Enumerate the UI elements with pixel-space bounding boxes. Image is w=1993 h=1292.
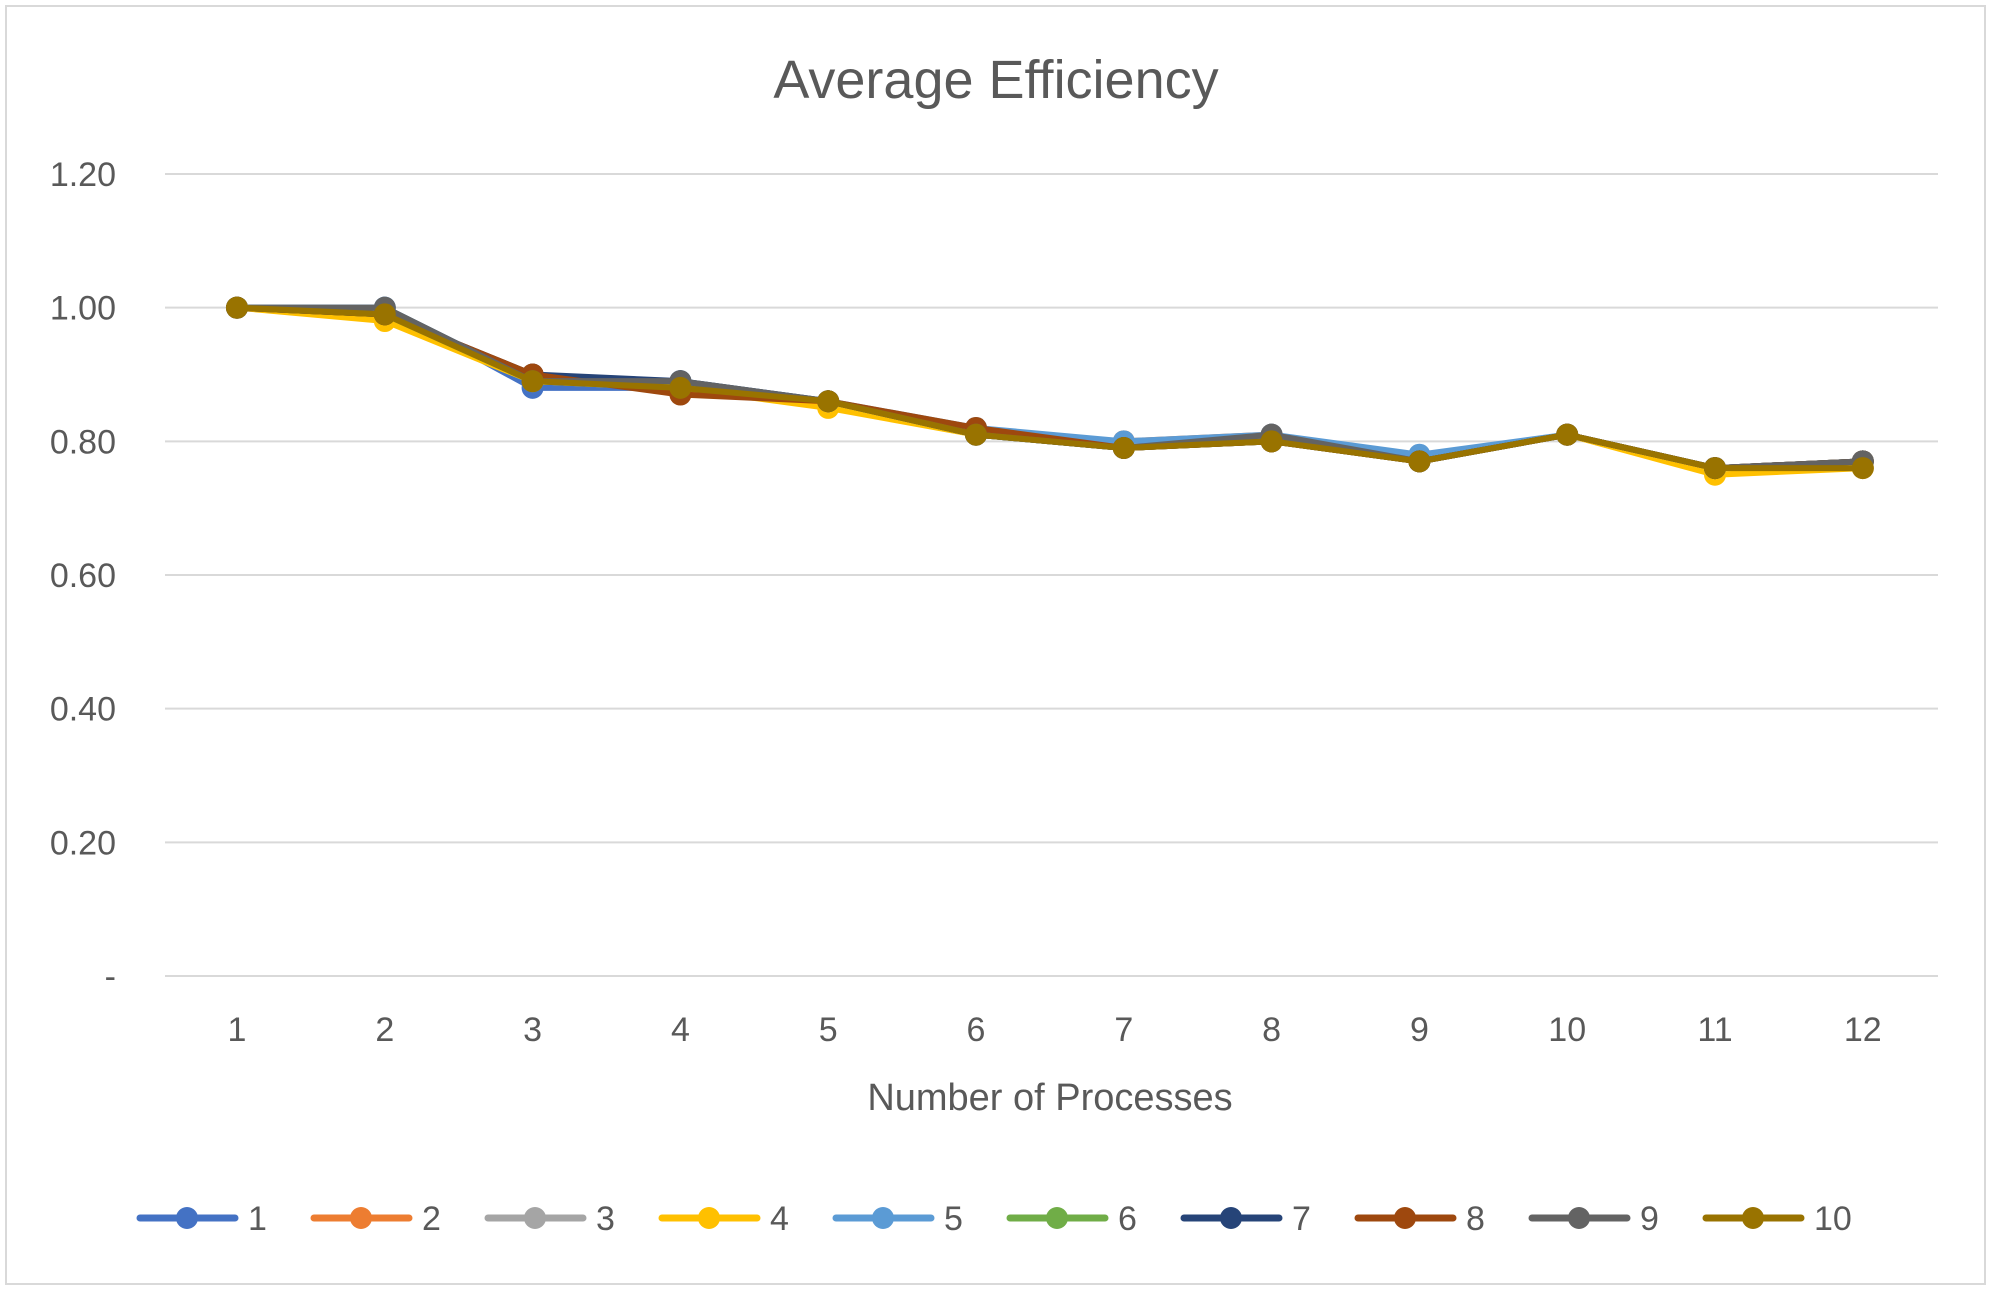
x-axis-tick-labels: 1 2 3 4 5 6 7 8 9 10 11 12 xyxy=(228,1011,1882,1049)
x-axis-title: Number of Processes xyxy=(867,1077,1232,1119)
x-tick-label: 4 xyxy=(671,1011,690,1049)
y-tick-label: 0.60 xyxy=(50,557,116,595)
chart-frame xyxy=(5,5,1986,1285)
x-tick-label: 1 xyxy=(228,1011,247,1049)
series-10 xyxy=(226,296,1874,480)
legend-label: 9 xyxy=(1640,1200,1659,1238)
legend-marker xyxy=(1046,1207,1068,1229)
legend-marker xyxy=(1220,1207,1242,1229)
series-line xyxy=(234,304,1866,472)
data-point xyxy=(373,303,396,326)
legend-label: 5 xyxy=(944,1200,963,1238)
legend-marker xyxy=(1394,1207,1416,1229)
legend-label: 3 xyxy=(596,1200,615,1238)
legend-item-2: 2 xyxy=(310,1200,441,1238)
x-tick-label: 8 xyxy=(1262,1011,1281,1049)
legend-label: 2 xyxy=(422,1200,441,1238)
y-tick-label: 0.40 xyxy=(50,691,116,729)
legend-item-9: 9 xyxy=(1528,1200,1659,1238)
y-tick-label: 1.20 xyxy=(50,156,116,194)
legend-item-7: 7 xyxy=(1180,1200,1311,1238)
y-tick-label: 0.80 xyxy=(50,423,116,461)
legend-marker xyxy=(698,1207,720,1229)
legend-item-1: 1 xyxy=(136,1200,267,1238)
data-point xyxy=(521,370,544,393)
legend-marker xyxy=(1568,1207,1590,1229)
legend-label: 10 xyxy=(1814,1200,1852,1238)
series-line xyxy=(234,304,1866,478)
legend-item-6: 6 xyxy=(1006,1200,1137,1238)
x-tick-label: 11 xyxy=(1697,1011,1732,1049)
legend-marker xyxy=(524,1207,546,1229)
x-tick-label: 10 xyxy=(1548,1011,1586,1049)
x-tick-label: 12 xyxy=(1844,1011,1882,1049)
x-tick-label: 7 xyxy=(1114,1011,1133,1049)
chart-title: Average Efficiency xyxy=(773,50,1218,110)
data-point xyxy=(1556,423,1579,446)
y-tick-label: - xyxy=(105,958,116,996)
data-point xyxy=(965,423,987,446)
legend-marker xyxy=(872,1207,894,1229)
legend-label: 6 xyxy=(1118,1200,1137,1238)
data-point xyxy=(1704,457,1726,480)
series-lines xyxy=(226,296,1874,486)
legend-label: 1 xyxy=(248,1200,267,1238)
legend-marker xyxy=(176,1207,198,1229)
grid-lines xyxy=(165,173,1938,977)
x-tick-label: 2 xyxy=(375,1011,394,1049)
y-tick-label: 1.00 xyxy=(50,290,116,328)
y-axis-tick-labels: - 0.20 0.40 0.60 0.80 1.00 1.20 xyxy=(50,156,116,996)
data-point xyxy=(226,296,248,319)
series-4 xyxy=(226,296,1874,486)
y-tick-label: 0.20 xyxy=(50,824,116,862)
legend-label: 8 xyxy=(1466,1200,1485,1238)
legend-item-4: 4 xyxy=(658,1200,789,1238)
x-tick-label: 6 xyxy=(967,1011,986,1049)
legend: 1 2 3 4 5 6 7 8 9 10 xyxy=(136,1200,1852,1238)
legend-label: 4 xyxy=(770,1200,789,1238)
x-tick-label: 5 xyxy=(819,1011,838,1049)
data-point xyxy=(1112,437,1135,460)
data-point xyxy=(1851,457,1874,480)
data-point xyxy=(817,390,840,413)
x-tick-label: 3 xyxy=(523,1011,542,1049)
legend-marker xyxy=(350,1207,372,1229)
legend-label: 7 xyxy=(1292,1200,1311,1238)
data-point xyxy=(1260,430,1283,453)
legend-item-10: 10 xyxy=(1702,1200,1852,1238)
legend-item-5: 5 xyxy=(832,1200,963,1238)
x-tick-label: 9 xyxy=(1410,1011,1429,1049)
data-point xyxy=(1408,450,1431,473)
data-point xyxy=(669,376,692,399)
legend-item-3: 3 xyxy=(484,1200,615,1238)
legend-item-8: 8 xyxy=(1354,1200,1485,1238)
legend-marker xyxy=(1742,1207,1764,1229)
